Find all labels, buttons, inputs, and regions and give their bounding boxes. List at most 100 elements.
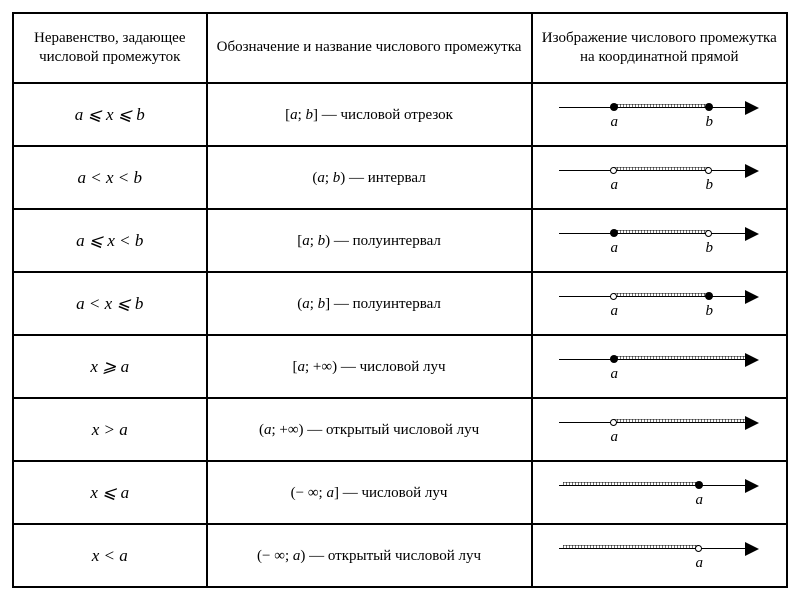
point-a: [610, 355, 618, 363]
point-label: a: [611, 177, 619, 194]
point-b: [705, 292, 713, 300]
arrowhead-icon: [745, 164, 759, 178]
inequality-text: a ⩽ x ⩽ b: [75, 105, 145, 124]
shaded-region: [614, 293, 709, 297]
notation-text: [a; b) — полуинтервал: [297, 233, 441, 249]
point-label: a: [611, 366, 619, 383]
number-line-diagram: a: [559, 536, 759, 576]
point-a: [610, 167, 617, 174]
number-line-diagram: a: [559, 347, 759, 387]
point-label: a: [611, 114, 619, 131]
arrowhead-icon: [745, 479, 759, 493]
point-a: [610, 103, 618, 111]
inequality-text: x > a: [92, 420, 128, 439]
arrowhead-icon: [745, 227, 759, 241]
point-label: a: [696, 555, 704, 572]
notation-text: [a; +∞) — числовой луч: [293, 359, 446, 375]
notation-cell: [a; b] — числовой отрезок: [207, 83, 532, 146]
inequality-cell: x ⩾ a: [13, 335, 207, 398]
notation-text: (a; +∞) — открытый числовой луч: [259, 422, 479, 438]
inequality-cell: a < x ⩽ b: [13, 272, 207, 335]
diagram-cell: ab: [532, 272, 787, 335]
notation-cell: (− ∞; a] — числовой луч: [207, 461, 532, 524]
diagram-cell: a: [532, 461, 787, 524]
number-line-diagram: a: [559, 473, 759, 513]
arrowhead-icon: [745, 416, 759, 430]
arrowhead-icon: [745, 353, 759, 367]
number-line-diagram: ab: [559, 221, 759, 261]
point-a: [695, 545, 702, 552]
number-line-diagram: a: [559, 410, 759, 450]
diagram-cell: ab: [532, 209, 787, 272]
header-notation: Обозначение и название числового промежу…: [207, 13, 532, 83]
notation-text: (a; b] — полуинтервал: [297, 296, 441, 312]
header-diagram: Изображение числового промежутка на коор…: [532, 13, 787, 83]
shaded-region: [614, 419, 745, 423]
point-a: [610, 419, 617, 426]
inequality-text: a < x < b: [77, 168, 142, 187]
shaded-region: [563, 545, 699, 549]
notation-text: (− ∞; a] — числовой луч: [291, 485, 448, 501]
diagram-cell: ab: [532, 146, 787, 209]
inequality-cell: x > a: [13, 398, 207, 461]
inequality-cell: x < a: [13, 524, 207, 587]
arrowhead-icon: [745, 542, 759, 556]
inequality-cell: a ⩽ x ⩽ b: [13, 83, 207, 146]
table-row: x ⩽ a (− ∞; a] — числовой луч a: [13, 461, 787, 524]
notation-cell: [a; +∞) — числовой луч: [207, 335, 532, 398]
notation-cell: [a; b) — полуинтервал: [207, 209, 532, 272]
number-line-diagram: ab: [559, 95, 759, 135]
notation-cell: (a; b) — интервал: [207, 146, 532, 209]
shaded-region: [563, 482, 699, 486]
number-line-diagram: ab: [559, 284, 759, 324]
notation-cell: (− ∞; a) — открытый числовой луч: [207, 524, 532, 587]
inequality-text: a < x ⩽ b: [76, 294, 143, 313]
point-a: [610, 293, 617, 300]
header-row: Неравенство, задающее числовой промежуто…: [13, 13, 787, 83]
inequality-cell: a < x < b: [13, 146, 207, 209]
point-label: b: [706, 240, 714, 257]
notation-cell: (a; b] — полуинтервал: [207, 272, 532, 335]
point-b: [705, 103, 713, 111]
table-row: a ⩽ x < b[a; b) — полуинтервалab: [13, 209, 787, 272]
point-b: [705, 230, 712, 237]
point-a: [610, 229, 618, 237]
shaded-region: [614, 356, 745, 360]
point-label: b: [706, 114, 714, 131]
inequality-text: a ⩽ x < b: [76, 231, 143, 250]
point-label: a: [696, 492, 704, 509]
notation-text: (− ∞; a) — открытый числовой луч: [257, 548, 481, 564]
diagram-cell: a: [532, 524, 787, 587]
table-row: x < a (− ∞; a) — открытый числовой луч a: [13, 524, 787, 587]
point-label: b: [706, 303, 714, 320]
table-row: x ⩾ a [a; +∞) — числовой луч a: [13, 335, 787, 398]
point-label: b: [706, 177, 714, 194]
number-line-diagram: ab: [559, 158, 759, 198]
point-a: [695, 481, 703, 489]
shaded-region: [614, 167, 709, 171]
point-label: a: [611, 429, 619, 446]
inequality-cell: x ⩽ a: [13, 461, 207, 524]
shaded-region: [614, 104, 709, 108]
table-row: a < x < b(a; b) — интервалab: [13, 146, 787, 209]
notation-text: [a; b] — числовой отрезок: [285, 107, 453, 123]
diagram-cell: a: [532, 398, 787, 461]
arrowhead-icon: [745, 101, 759, 115]
header-inequality: Неравенство, задающее числовой промежуто…: [13, 13, 207, 83]
point-label: a: [611, 303, 619, 320]
inequality-text: x ⩾ a: [90, 357, 129, 376]
table-row: a < x ⩽ b(a; b] — полуинтервалab: [13, 272, 787, 335]
intervals-table: Неравенство, задающее числовой промежуто…: [12, 12, 788, 588]
notation-text: (a; b) — интервал: [312, 170, 425, 186]
inequality-cell: a ⩽ x < b: [13, 209, 207, 272]
inequality-text: x ⩽ a: [90, 483, 129, 502]
diagram-cell: ab: [532, 83, 787, 146]
table-row: x > a (a; +∞) — открытый числовой луч a: [13, 398, 787, 461]
table-row: a ⩽ x ⩽ b[a; b] — числовой отрезокab: [13, 83, 787, 146]
notation-cell: (a; +∞) — открытый числовой луч: [207, 398, 532, 461]
point-label: a: [611, 240, 619, 257]
shaded-region: [614, 230, 709, 234]
diagram-cell: a: [532, 335, 787, 398]
point-b: [705, 167, 712, 174]
arrowhead-icon: [745, 290, 759, 304]
